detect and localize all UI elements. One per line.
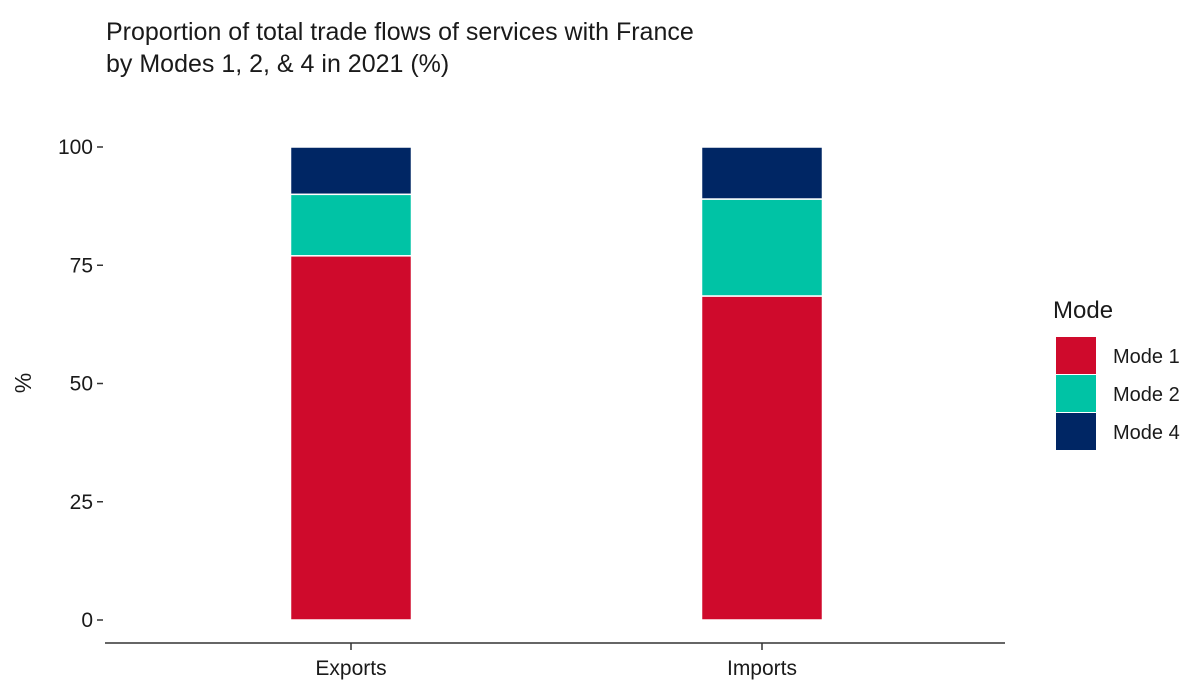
y-axis-label: % — [10, 373, 36, 393]
y-tick-label: 50 — [70, 373, 93, 396]
legend-swatch — [1056, 337, 1096, 374]
y-axis: 0 25 50 75 100 — [58, 136, 103, 632]
legend: Mode Mode 1 Mode 2 Mode 4 — [1053, 297, 1180, 450]
legend-label: Mode 4 — [1113, 422, 1180, 444]
y-tick-label: 0 — [81, 609, 93, 632]
bar-segment — [289, 193, 413, 257]
chart-title: Proportion of total trade flows of servi… — [106, 18, 694, 78]
y-tick-label: 25 — [70, 491, 93, 514]
bar-segment — [289, 255, 413, 621]
legend-title: Mode — [1053, 297, 1113, 324]
bars — [289, 146, 824, 621]
x-axis: Exports Imports — [315, 643, 797, 680]
bar-segment — [289, 146, 413, 196]
legend-label: Mode 1 — [1113, 346, 1180, 368]
y-tick-label: 100 — [58, 136, 93, 159]
y-tick-label: 75 — [70, 254, 93, 277]
bar-segment — [700, 146, 824, 200]
x-tick-label: Exports — [315, 657, 386, 680]
legend-swatch — [1056, 413, 1096, 450]
legend-label: Mode 2 — [1113, 384, 1180, 406]
chart-title-line-1: Proportion of total trade flows of servi… — [106, 18, 694, 46]
bar-segment — [700, 198, 824, 297]
chart-title-line-2: by Modes 1, 2, & 4 in 2021 (%) — [106, 50, 449, 78]
bar-segment — [700, 295, 824, 621]
x-tick-label: Imports — [727, 657, 797, 680]
legend-swatch — [1056, 375, 1096, 412]
